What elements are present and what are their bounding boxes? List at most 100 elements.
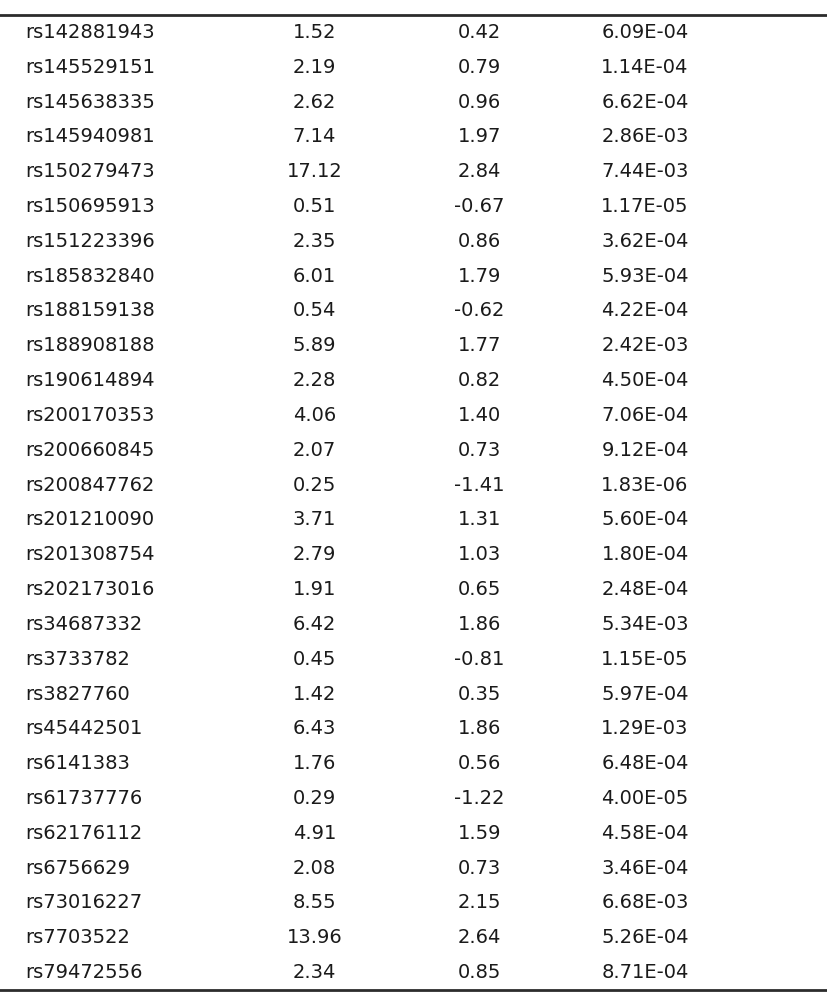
Text: 0.79: 0.79	[458, 58, 501, 77]
Text: 1.15E-05: 1.15E-05	[601, 650, 689, 669]
Text: 1.03: 1.03	[458, 545, 501, 564]
Text: 2.84: 2.84	[458, 162, 501, 181]
Text: rs3733782: rs3733782	[25, 650, 130, 669]
Text: 2.48E-04: 2.48E-04	[601, 580, 689, 599]
Text: 1.31: 1.31	[458, 510, 501, 529]
Text: 1.97: 1.97	[458, 127, 501, 146]
Text: rs34687332: rs34687332	[25, 615, 142, 634]
Text: rs200170353: rs200170353	[25, 406, 154, 425]
Text: 1.59: 1.59	[458, 824, 501, 843]
Text: rs6756629: rs6756629	[25, 859, 130, 878]
Text: 4.06: 4.06	[293, 406, 336, 425]
Text: 0.51: 0.51	[293, 197, 336, 216]
Text: 2.28: 2.28	[293, 371, 336, 390]
Text: 1.91: 1.91	[293, 580, 336, 599]
Text: 1.14E-04: 1.14E-04	[601, 58, 689, 77]
Text: rs185832840: rs185832840	[25, 267, 155, 286]
Text: -1.41: -1.41	[454, 476, 505, 495]
Text: 1.17E-05: 1.17E-05	[601, 197, 689, 216]
Text: 4.91: 4.91	[293, 824, 336, 843]
Text: 0.25: 0.25	[293, 476, 336, 495]
Text: 0.65: 0.65	[458, 580, 501, 599]
Text: 1.29E-03: 1.29E-03	[601, 719, 689, 738]
Text: 4.58E-04: 4.58E-04	[601, 824, 689, 843]
Text: 1.40: 1.40	[458, 406, 501, 425]
Text: rs190614894: rs190614894	[25, 371, 155, 390]
Text: 9.12E-04: 9.12E-04	[601, 441, 689, 460]
Text: rs142881943: rs142881943	[25, 23, 155, 42]
Text: 2.42E-03: 2.42E-03	[601, 336, 689, 355]
Text: 1.77: 1.77	[458, 336, 501, 355]
Text: rs188159138: rs188159138	[25, 301, 155, 320]
Text: 2.79: 2.79	[293, 545, 336, 564]
Text: rs150695913: rs150695913	[25, 197, 155, 216]
Text: 0.86: 0.86	[458, 232, 501, 251]
Text: 6.43: 6.43	[293, 719, 336, 738]
Text: 6.42: 6.42	[293, 615, 336, 634]
Text: 8.71E-04: 8.71E-04	[601, 963, 689, 982]
Text: 4.22E-04: 4.22E-04	[601, 301, 689, 320]
Text: 8.55: 8.55	[293, 893, 336, 912]
Text: 0.73: 0.73	[458, 859, 501, 878]
Text: 0.56: 0.56	[458, 754, 501, 773]
Text: 2.34: 2.34	[293, 963, 336, 982]
Text: 6.62E-04: 6.62E-04	[601, 93, 689, 112]
Text: rs61737776: rs61737776	[25, 789, 142, 808]
Text: 0.29: 0.29	[293, 789, 336, 808]
Text: 0.35: 0.35	[458, 685, 501, 704]
Text: rs202173016: rs202173016	[25, 580, 154, 599]
Text: 3.46E-04: 3.46E-04	[601, 859, 689, 878]
Text: 5.34E-03: 5.34E-03	[601, 615, 689, 634]
Text: 4.00E-05: 4.00E-05	[601, 789, 689, 808]
Text: rs79472556: rs79472556	[25, 963, 142, 982]
Text: -0.67: -0.67	[455, 197, 504, 216]
Text: 5.97E-04: 5.97E-04	[601, 685, 689, 704]
Text: 17.12: 17.12	[286, 162, 342, 181]
Text: rs188908188: rs188908188	[25, 336, 155, 355]
Text: 2.15: 2.15	[458, 893, 501, 912]
Text: 2.35: 2.35	[293, 232, 336, 251]
Text: 1.86: 1.86	[458, 719, 501, 738]
Text: rs201308754: rs201308754	[25, 545, 155, 564]
Text: 5.93E-04: 5.93E-04	[601, 267, 689, 286]
Text: 6.48E-04: 6.48E-04	[601, 754, 689, 773]
Text: 2.07: 2.07	[293, 441, 336, 460]
Text: 7.44E-03: 7.44E-03	[601, 162, 689, 181]
Text: rs3827760: rs3827760	[25, 685, 130, 704]
Text: 1.80E-04: 1.80E-04	[601, 545, 689, 564]
Text: 0.45: 0.45	[293, 650, 336, 669]
Text: 7.06E-04: 7.06E-04	[601, 406, 689, 425]
Text: 6.68E-03: 6.68E-03	[601, 893, 689, 912]
Text: rs145529151: rs145529151	[25, 58, 155, 77]
Text: 6.01: 6.01	[293, 267, 336, 286]
Text: -1.22: -1.22	[454, 789, 505, 808]
Text: rs45442501: rs45442501	[25, 719, 142, 738]
Text: rs145638335: rs145638335	[25, 93, 155, 112]
Text: -0.81: -0.81	[455, 650, 504, 669]
Text: 2.86E-03: 2.86E-03	[601, 127, 689, 146]
Text: 3.71: 3.71	[293, 510, 336, 529]
Text: 13.96: 13.96	[286, 928, 342, 947]
Text: rs151223396: rs151223396	[25, 232, 155, 251]
Text: 1.79: 1.79	[458, 267, 501, 286]
Text: rs201210090: rs201210090	[25, 510, 154, 529]
Text: rs73016227: rs73016227	[25, 893, 142, 912]
Text: 0.96: 0.96	[458, 93, 501, 112]
Text: 2.62: 2.62	[293, 93, 336, 112]
Text: 1.76: 1.76	[293, 754, 336, 773]
Text: 7.14: 7.14	[293, 127, 336, 146]
Text: rs7703522: rs7703522	[25, 928, 130, 947]
Text: 2.64: 2.64	[458, 928, 501, 947]
Text: 0.82: 0.82	[458, 371, 501, 390]
Text: rs62176112: rs62176112	[25, 824, 142, 843]
Text: rs150279473: rs150279473	[25, 162, 155, 181]
Text: 5.60E-04: 5.60E-04	[601, 510, 689, 529]
Text: 5.26E-04: 5.26E-04	[601, 928, 689, 947]
Text: 2.19: 2.19	[293, 58, 336, 77]
Text: 0.42: 0.42	[458, 23, 501, 42]
Text: 0.54: 0.54	[293, 301, 336, 320]
Text: -0.62: -0.62	[455, 301, 504, 320]
Text: 1.86: 1.86	[458, 615, 501, 634]
Text: 4.50E-04: 4.50E-04	[601, 371, 689, 390]
Text: rs200847762: rs200847762	[25, 476, 154, 495]
